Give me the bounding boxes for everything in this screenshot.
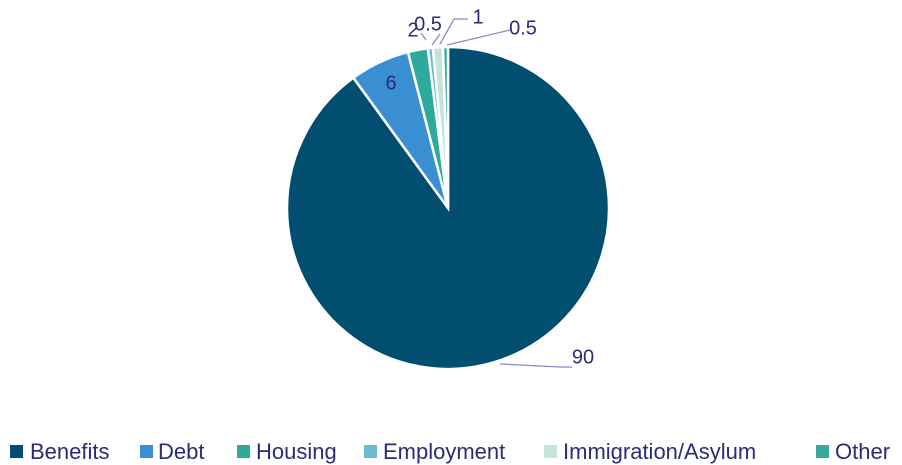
legend-swatch (816, 445, 829, 458)
legend-swatch (544, 445, 557, 458)
legend-label: Employment (383, 439, 505, 464)
leader-line (420, 32, 427, 41)
legend-label: Immigration/Asylum (563, 439, 756, 464)
legend-label: Debt (158, 439, 204, 464)
pie-slice (441, 45, 450, 209)
legend-label: Housing (256, 439, 337, 464)
legend-swatch (10, 445, 23, 458)
leader-line (499, 363, 572, 368)
leader-line (431, 33, 441, 46)
leader-line (439, 18, 468, 45)
data-label: 0.5 (414, 13, 442, 35)
data-label: 6 (385, 72, 396, 94)
legend-swatch (364, 445, 377, 458)
legend-label: Benefits (30, 439, 110, 464)
legend-swatch (237, 445, 250, 458)
data-label: 0.5 (509, 17, 537, 39)
legend-label: Other (835, 439, 890, 464)
data-label: 90 (572, 346, 594, 368)
legend-swatch (140, 445, 153, 458)
data-label: 2 (407, 19, 418, 41)
leader-line (446, 29, 511, 46)
data-label: 1 (472, 6, 483, 28)
